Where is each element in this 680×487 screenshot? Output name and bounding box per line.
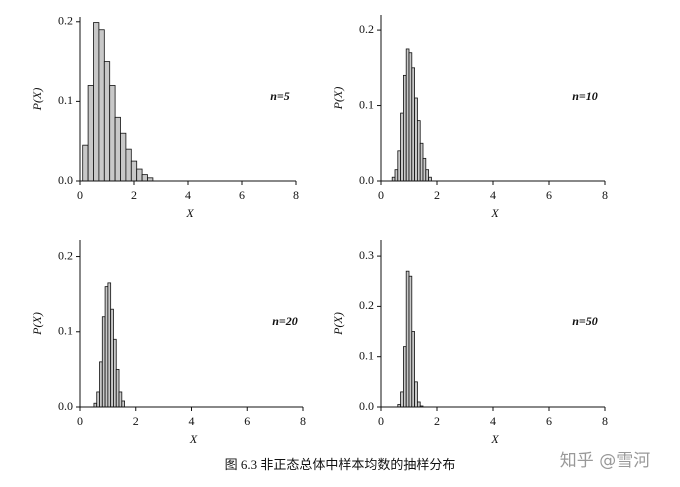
- annotation: n=20: [272, 314, 298, 328]
- histogram-bar: [118, 391, 123, 408]
- annotation: n=10: [572, 89, 598, 103]
- x-tick-label: 4: [490, 188, 496, 202]
- y-axis-label: P(X): [331, 87, 345, 111]
- x-tick-label: 6: [546, 188, 552, 202]
- histogram-bar: [408, 275, 413, 408]
- histogram-bar: [405, 270, 410, 408]
- histogram-bar: [107, 282, 112, 408]
- x-tick-label: 0: [77, 188, 83, 202]
- y-tick-label: 0.0: [58, 173, 73, 187]
- y-tick-label: 0.3: [359, 248, 374, 262]
- x-axis-label: X: [490, 432, 499, 446]
- y-tick-label: 0.2: [359, 298, 374, 312]
- histogram-bar: [411, 331, 415, 408]
- histogram-bar: [109, 85, 116, 182]
- y-tick-label: 0.1: [359, 97, 374, 111]
- x-axis-label: X: [185, 206, 194, 220]
- x-tick-label: 8: [293, 188, 299, 202]
- x-axis-label: X: [189, 432, 198, 446]
- x-tick-label: 6: [239, 188, 245, 202]
- histogram-bar: [96, 391, 100, 408]
- histogram-bar: [394, 169, 399, 182]
- histogram-bar: [130, 160, 138, 182]
- x-tick-label: 2: [434, 414, 440, 428]
- histogram-bar: [416, 401, 421, 408]
- histogram-bar: [400, 112, 404, 182]
- y-tick-label: 0.2: [58, 14, 73, 28]
- histogram-bar: [405, 48, 410, 182]
- y-axis-label: P(X): [30, 88, 44, 112]
- histogram-bar: [141, 174, 148, 182]
- histogram-bar: [416, 120, 421, 182]
- x-tick-label: 4: [189, 414, 195, 428]
- x-tick-label: 2: [133, 414, 139, 428]
- histogram-bar: [87, 85, 94, 182]
- histogram-bar: [397, 150, 401, 182]
- histogram-bar: [425, 169, 429, 182]
- histogram-bar: [402, 346, 407, 408]
- watermark: 知乎 @雪河: [560, 451, 650, 471]
- x-tick-label: 0: [378, 188, 384, 202]
- histogram-bar: [99, 361, 103, 408]
- histogram-bar: [93, 402, 98, 408]
- histogram-bar: [428, 176, 432, 182]
- histogram-bar: [419, 142, 424, 182]
- histogram-bar: [414, 97, 418, 182]
- histogram-bar: [125, 148, 132, 182]
- y-tick-label: 0.1: [58, 324, 73, 338]
- y-axis-label: P(X): [331, 312, 345, 336]
- histogram-bar: [110, 308, 114, 408]
- y-tick-label: 0.2: [58, 248, 73, 262]
- x-tick-label: 6: [546, 414, 552, 428]
- x-tick-label: 8: [602, 188, 608, 202]
- x-tick-label: 8: [602, 414, 608, 428]
- y-tick-label: 0.0: [359, 173, 374, 187]
- histogram-bar: [400, 391, 404, 408]
- histogram-bar: [82, 144, 89, 182]
- histogram-bar: [422, 157, 427, 182]
- y-tick-label: 0.1: [359, 348, 374, 362]
- histogram-bar: [120, 132, 127, 182]
- x-tick-label: 2: [434, 188, 440, 202]
- histogram-bar: [391, 176, 396, 182]
- histogram-bar: [113, 338, 117, 408]
- y-tick-label: 0.0: [58, 399, 73, 413]
- annotation: n=50: [572, 314, 598, 328]
- caption: 图 6.3 非正态总体中样本均数的抽样分布: [225, 457, 456, 472]
- x-tick-label: 6: [244, 414, 250, 428]
- histogram-bar: [411, 67, 415, 182]
- y-tick-label: 0.2: [359, 22, 374, 36]
- annotation: n=5: [270, 89, 290, 103]
- histogram-bar: [115, 368, 120, 408]
- x-axis-label: X: [490, 206, 499, 220]
- y-axis-label: P(X): [30, 312, 44, 336]
- x-tick-label: 0: [378, 414, 384, 428]
- y-tick-label: 0.0: [359, 399, 374, 413]
- x-tick-label: 8: [300, 414, 306, 428]
- histogram-bar: [103, 61, 111, 182]
- x-tick-label: 4: [185, 188, 191, 202]
- x-tick-label: 2: [131, 188, 137, 202]
- x-tick-label: 0: [77, 414, 83, 428]
- histogram-bar: [414, 381, 418, 408]
- histogram-bar: [104, 286, 109, 408]
- histogram-bar: [402, 74, 407, 182]
- histogram-bar: [136, 168, 143, 182]
- x-tick-label: 4: [490, 414, 496, 428]
- histogram-bar: [98, 29, 105, 182]
- histogram-bar: [114, 116, 121, 182]
- y-tick-label: 0.1: [58, 93, 73, 107]
- histogram-bar: [121, 400, 125, 408]
- histogram-bar: [93, 22, 100, 182]
- histogram-bar: [408, 52, 413, 182]
- histogram-bar: [101, 316, 106, 408]
